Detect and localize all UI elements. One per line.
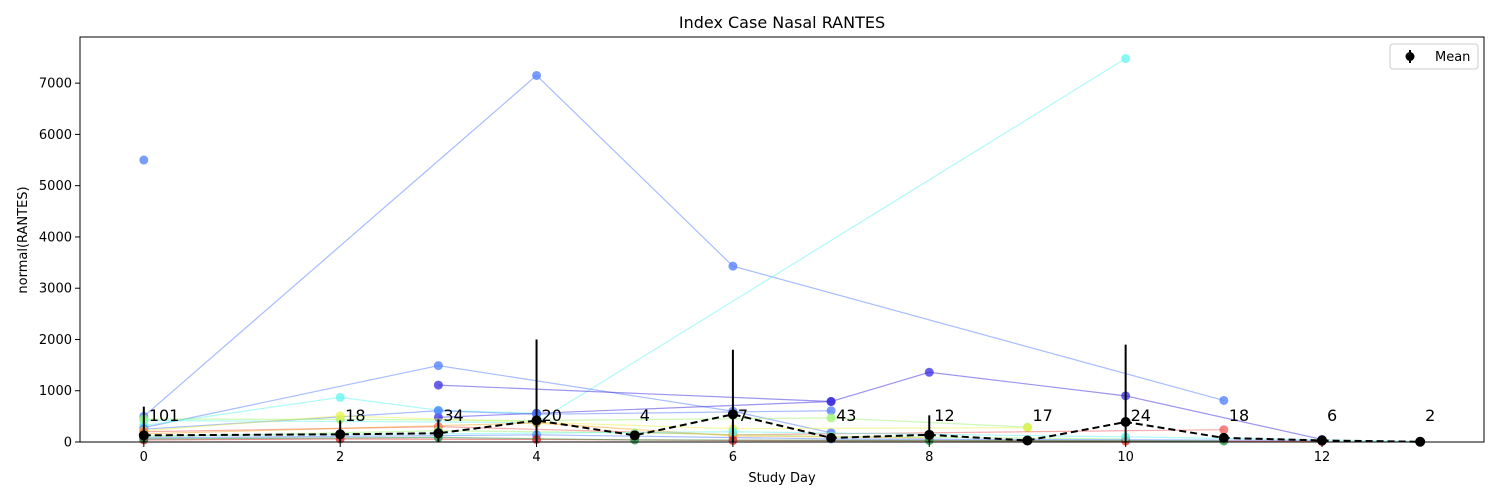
mean-point — [826, 432, 837, 443]
y-axis-label: normal(RANTES) — [16, 186, 31, 293]
subject-point — [433, 406, 443, 416]
count-label: 6 — [1327, 406, 1337, 425]
x-tick-label: 0 — [140, 450, 148, 465]
subject-point — [1219, 395, 1229, 405]
x-axis: 0 2 4 6 8 10 12 — [140, 442, 1331, 465]
y-tick-label: 3000 — [39, 282, 72, 297]
subject-series — [139, 70, 1229, 421]
subject-line — [438, 371, 1323, 441]
subject-series-layer — [139, 54, 1425, 446]
legend-entry-mean: Mean — [1435, 50, 1470, 65]
subject-point — [826, 397, 836, 406]
subject-point — [924, 367, 934, 377]
count-label: 17 — [1032, 406, 1052, 425]
y-tick-label: 0 — [64, 436, 72, 451]
subject-point — [826, 413, 836, 423]
count-label: 24 — [1131, 406, 1151, 425]
subject-point — [532, 70, 542, 80]
subject-point — [728, 261, 738, 271]
subject-point — [1121, 54, 1131, 64]
x-tick-label: 2 — [336, 450, 344, 465]
mean-point — [531, 415, 542, 426]
y-tick-label: 7000 — [39, 77, 72, 92]
count-label: 20 — [542, 406, 562, 425]
count-label: 7 — [738, 406, 748, 425]
subject-series — [139, 54, 1131, 428]
x-tick-label: 10 — [1117, 450, 1134, 465]
mean-series-layer — [138, 339, 1426, 447]
subject-line — [143, 365, 832, 434]
y-tick-label: 4000 — [39, 230, 72, 245]
subject-line — [143, 74, 1224, 417]
x-tick-label: 4 — [532, 450, 540, 465]
mean-point — [629, 430, 640, 441]
subject-point — [826, 406, 836, 416]
subject-point — [335, 392, 345, 402]
subject-point — [335, 411, 345, 421]
chart-title: Index Case Nasal RANTES — [679, 13, 885, 32]
y-axis: 0 1000 2000 3000 4000 5000 6000 7000 — [39, 77, 80, 451]
legend: Mean — [1389, 43, 1479, 70]
count-label: 101 — [149, 406, 180, 425]
subject-series — [139, 155, 149, 165]
subject-point — [1022, 423, 1032, 433]
y-tick-label: 1000 — [39, 384, 72, 399]
count-label: 12 — [934, 406, 954, 425]
subject-point — [433, 380, 443, 390]
x-tick-label: 12 — [1314, 450, 1331, 465]
count-label: 18 — [345, 406, 365, 425]
mean-point — [1022, 435, 1033, 446]
subject-line — [143, 396, 537, 427]
mean-point — [727, 409, 738, 420]
subject-line — [438, 400, 832, 418]
y-tick-label: 5000 — [39, 179, 72, 194]
legend-box — [1389, 43, 1479, 70]
subject-point — [1219, 425, 1229, 435]
y-tick-label: 6000 — [39, 128, 72, 143]
y-tick-label: 2000 — [39, 333, 72, 348]
subject-point — [433, 361, 443, 371]
mean-point — [1120, 417, 1131, 428]
subject-point — [139, 155, 149, 165]
mean-point — [1317, 435, 1327, 446]
x-axis-label: Study Day — [748, 471, 816, 486]
count-label: 2 — [1425, 406, 1435, 425]
mean-point — [335, 429, 346, 440]
mean-point — [433, 428, 444, 439]
count-label: 34 — [443, 406, 463, 425]
count-label: 43 — [836, 406, 856, 425]
count-label: 18 — [1229, 406, 1249, 425]
x-tick-label: 8 — [925, 450, 933, 465]
count-label: 4 — [640, 406, 650, 425]
mean-point — [1218, 432, 1229, 443]
plot-frame — [79, 36, 1485, 443]
x-tick-label: 6 — [729, 450, 737, 465]
subject-line — [143, 58, 1126, 424]
mean-point — [924, 429, 935, 440]
legend-marker-icon — [1405, 52, 1415, 61]
subject-series — [139, 411, 1032, 436]
count-labels-layer: 101 18 34 20 4 7 43 12 17 24 18 6 2 — [149, 406, 1436, 425]
mean-point — [138, 430, 149, 441]
